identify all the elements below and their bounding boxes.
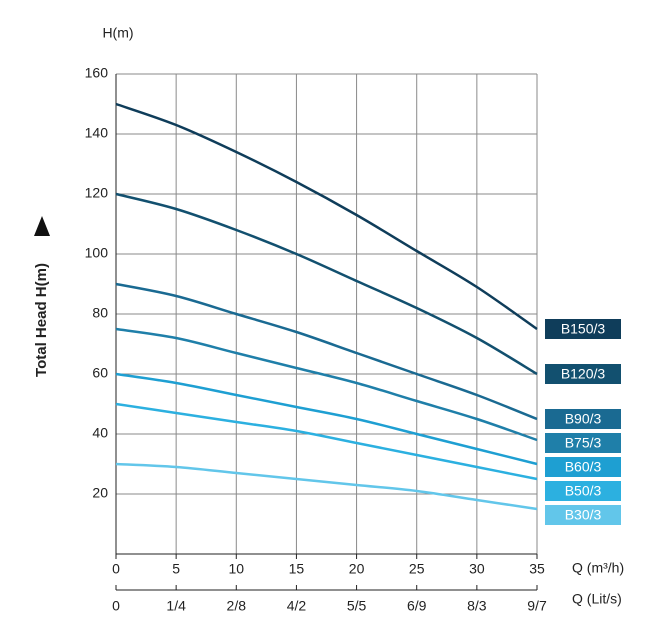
legend-label: B30/3: [565, 507, 602, 523]
x-tick-label: 25: [409, 561, 425, 577]
series-line: [115, 327, 538, 442]
y-tick-label: 160: [85, 65, 109, 81]
legend-label: B90/3: [565, 411, 602, 427]
y-unit-label: H(m): [102, 25, 133, 41]
series-line: [115, 282, 538, 421]
series-line: [115, 462, 538, 511]
legend-label: B75/3: [565, 435, 602, 451]
y-tick-label: 140: [85, 125, 109, 141]
legend-box: [545, 457, 621, 477]
legend-box: [545, 319, 621, 339]
series-line: [115, 402, 538, 481]
x-tick-label: 30: [469, 561, 485, 577]
y-tick-label: 80: [92, 305, 108, 321]
legend-box: [545, 505, 621, 525]
axis-arrow: [34, 216, 50, 236]
x-axis-label: Q (m³/h): [572, 560, 624, 576]
y-tick-label: 60: [92, 365, 108, 381]
legend-box: [545, 481, 621, 501]
y-tick-label: 120: [85, 185, 109, 201]
legend-box: [545, 364, 621, 384]
series-line: [115, 192, 538, 376]
x-tick-label: 35: [529, 561, 545, 577]
x2-tick-label: 9/7: [527, 598, 547, 614]
legend-label: B150/3: [561, 321, 606, 337]
x2-tick-label: 2/8: [227, 598, 247, 614]
x-tick-label: 5: [172, 561, 180, 577]
legend-label: B120/3: [561, 366, 606, 382]
x2-tick-label: 1/4: [166, 598, 186, 614]
x2-tick-label: 5/5: [347, 598, 367, 614]
legend-box: [545, 409, 621, 429]
x2-tick-label: 6/9: [407, 598, 427, 614]
legend-label: B60/3: [565, 459, 602, 475]
x2-tick-label: 8/3: [467, 598, 487, 614]
y-axis-label: Total Head H(m): [33, 263, 50, 377]
x-tick-label: 20: [349, 561, 365, 577]
x-tick-label: 0: [112, 561, 120, 577]
x2-tick-label: 0: [112, 598, 120, 614]
legend-label: B50/3: [565, 483, 602, 499]
series-line: [115, 102, 538, 331]
y-tick-label: 20: [92, 485, 108, 501]
x-tick-label: 15: [289, 561, 305, 577]
y-tick-label: 40: [92, 425, 108, 441]
x-tick-label: 10: [228, 561, 244, 577]
x2-axis-label: Q (Lit/s): [572, 591, 622, 607]
x2-tick-label: 4/2: [287, 598, 307, 614]
legend-box: [545, 433, 621, 453]
series-line: [115, 372, 538, 466]
y-tick-label: 100: [85, 245, 109, 261]
